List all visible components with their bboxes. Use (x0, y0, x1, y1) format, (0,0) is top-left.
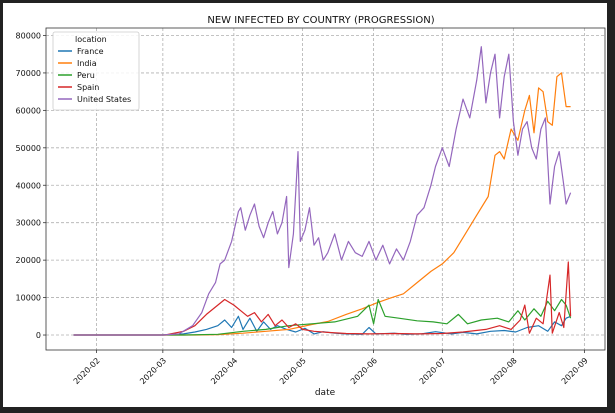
chart-title: NEW INFECTED BY COUNTRY (PROGRESSION) (207, 15, 434, 26)
grid (46, 28, 605, 350)
y-tick-label: 70000 (16, 69, 41, 78)
y-tick-label: 60000 (16, 106, 41, 115)
x-axis-label: date (315, 388, 336, 398)
x-tick-label: 2020-02 (72, 356, 102, 386)
y-tick-label: 30000 (16, 219, 41, 228)
legend: location France India Peru Spain United State… (52, 31, 140, 111)
y-tick-label: 40000 (16, 181, 41, 190)
legend-label: Spain (77, 83, 99, 92)
x-tick-label: 2020-05 (278, 356, 308, 386)
line-chart: NEW INFECTED BY COUNTRY (PROGRESSION) 0 1… (16, 15, 606, 398)
x-tick-label: 2020-09 (560, 356, 590, 386)
x-tick-label: 2020-06 (349, 356, 379, 386)
x-tick-label: 2020-08 (489, 356, 519, 386)
y-tick-label: 0 (36, 331, 41, 340)
y-tick-label: 20000 (16, 256, 41, 265)
series-line-spain (73, 261, 572, 336)
legend-title: location (75, 35, 107, 44)
x-tick-label: 2020-03 (138, 356, 168, 386)
legend-label: France (77, 47, 104, 56)
plot-area-border (45, 27, 606, 351)
legend-label: Peru (77, 71, 95, 80)
x-axis: 2020-02 2020-03 2020-04 2020-05 2020-06 2020-… (72, 350, 590, 386)
series-line-united-states (73, 46, 572, 336)
legend-box (52, 31, 140, 111)
y-tick-label: 10000 (16, 294, 41, 303)
series-line-peru (73, 298, 572, 336)
legend-label: India (77, 59, 97, 68)
y-tick-label: 50000 (16, 144, 41, 153)
legend-label: United States (77, 95, 131, 104)
x-tick-label: 2020-04 (209, 356, 239, 386)
series-lines (73, 46, 572, 336)
y-tick-label: 80000 (16, 31, 41, 40)
x-tick-label: 2020-07 (418, 356, 448, 386)
y-axis: 0 10000 20000 30000 40000 50000 60000 70000 8000… (16, 31, 46, 340)
series-line-india (73, 72, 571, 336)
